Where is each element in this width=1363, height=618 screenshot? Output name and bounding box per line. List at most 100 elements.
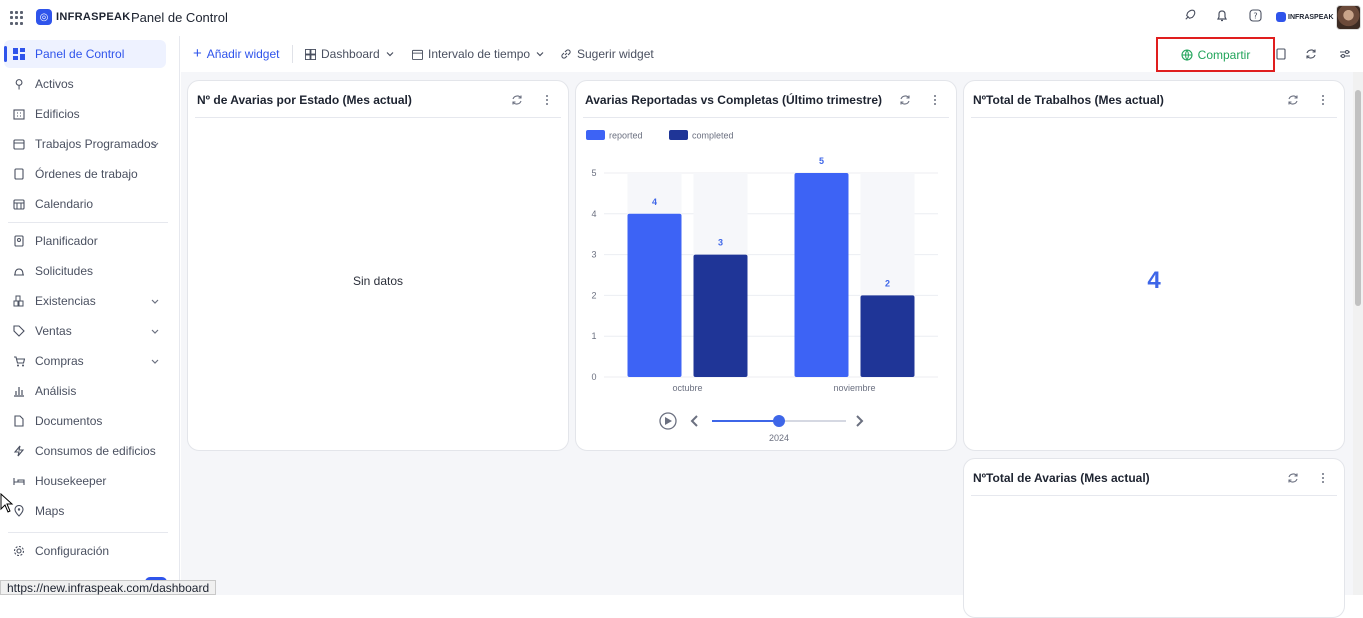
widget-divider <box>583 117 949 118</box>
data-label: 4 <box>652 197 657 207</box>
y-tick-label: 3 <box>591 250 596 260</box>
page-scrollbar[interactable] <box>1353 72 1363 595</box>
sidebar-item-solicitudes[interactable]: Solicitudes <box>4 257 166 285</box>
mouse-cursor-icon <box>0 493 14 513</box>
refresh-icon[interactable] <box>1286 471 1300 485</box>
tag-icon <box>12 324 26 338</box>
bar <box>627 213 682 377</box>
cart-icon <box>12 354 26 368</box>
empty-state-text: Sin datos <box>352 274 404 288</box>
y-tick-label: 4 <box>591 209 596 219</box>
dashboard-canvas: Nº de Avarias por Estado (Mes actual) Si… <box>181 72 1353 618</box>
scrollbar-thumb[interactable] <box>1355 90 1361 306</box>
sidebar-item-analisis[interactable]: Análisis <box>4 377 166 405</box>
x-tick-label: octubre <box>672 383 702 393</box>
bar <box>693 254 748 377</box>
refresh-icon[interactable] <box>1286 93 1300 107</box>
planner-icon <box>12 234 26 248</box>
brand-name: INFRASPEAK <box>56 11 131 23</box>
time-interval-label: Intervalo de tiempo <box>428 47 531 61</box>
link-icon <box>561 49 571 59</box>
sidebar-item-trabajos-programados[interactable]: Trabajos Programados <box>4 130 166 158</box>
sidebar-item-ventas[interactable]: Ventas <box>4 317 166 345</box>
refresh-icon[interactable] <box>898 93 912 107</box>
sidebar-item-label: Documentos <box>35 414 103 428</box>
top-bar: ◎ INFRASPEAK Panel de Control <box>0 0 1363 36</box>
sidebar-item-label: Activos <box>35 77 74 91</box>
play-triangle <box>665 417 672 425</box>
legend-label: reported <box>609 131 643 141</box>
fullscreen-icon[interactable] <box>1274 47 1288 61</box>
widget-avarias-reportadas-vs-completas: Avarias Reportadas vs Completas (Último … <box>575 80 957 451</box>
more-vertical-icon[interactable] <box>928 93 942 107</box>
sidebar-item-label: Solicitudes <box>35 264 94 278</box>
sidebar-item-compras[interactable]: Compras <box>4 347 166 375</box>
play-icon <box>659 412 677 430</box>
sidebar-item-label: Configuración <box>35 544 110 558</box>
widget-title: NºTotal de Trabalhos (Mes actual) <box>973 93 1164 107</box>
dashboard-icon <box>12 47 26 61</box>
time-interval-dropdown[interactable]: Intervalo de tiempo <box>412 44 545 64</box>
account-brand[interactable]: INFRASPEAK <box>1276 12 1334 22</box>
clipboard-icon <box>12 167 26 181</box>
share-button[interactable]: Compartir <box>1156 37 1275 72</box>
bell-icon[interactable] <box>1215 8 1229 22</box>
sidebar-item-label: Consumos de edificios <box>35 444 156 458</box>
sidebar-item-edificios[interactable]: Edificios <box>4 100 166 128</box>
sidebar-item-panel-de-control[interactable]: Panel de Control <box>4 40 166 68</box>
dashboard-dropdown[interactable]: Dashboard <box>305 44 395 64</box>
sidebar-item-consumos[interactable]: Consumos de edificios <box>4 437 166 465</box>
widget-divider <box>971 495 1337 496</box>
legend-swatch <box>669 130 688 140</box>
timeline-handle <box>773 415 785 427</box>
sidebar-item-label: Análisis <box>35 384 77 398</box>
chevron-down-icon <box>151 142 159 147</box>
globe-icon <box>1181 48 1193 61</box>
sidebar-item-housekeeper[interactable]: Housekeeper <box>4 467 166 495</box>
sidebar-item-maps[interactable]: Maps <box>4 497 166 525</box>
refresh-icon[interactable] <box>1304 47 1318 61</box>
data-label: 3 <box>718 238 723 248</box>
refresh-icon[interactable] <box>510 93 524 107</box>
svg-text:?: ? <box>1253 11 1257 20</box>
rocket-icon[interactable] <box>1182 8 1196 22</box>
share-label: Compartir <box>1197 47 1251 62</box>
calendar-icon <box>412 49 423 60</box>
brand-logo-icon: ◎ <box>36 9 52 25</box>
suggest-widget-label: Sugerir widget <box>577 47 654 61</box>
user-avatar[interactable] <box>1336 5 1361 30</box>
add-widget-label: Añadir widget <box>206 47 280 61</box>
map-pin-icon <box>12 504 26 518</box>
sidebar-item-label: Compras <box>35 354 84 368</box>
settings-sliders-icon[interactable] <box>1338 47 1352 61</box>
widget-total-trabalhos: NºTotal de Trabalhos (Mes actual) 4 <box>963 80 1345 451</box>
legend-swatch <box>586 130 605 140</box>
brand-logo[interactable]: ◎ INFRASPEAK <box>36 9 131 25</box>
bar <box>860 295 915 377</box>
assets-icon: ⚲ <box>14 77 24 91</box>
chevron-down-icon <box>151 329 159 334</box>
help-icon[interactable]: ? <box>1248 8 1262 22</box>
more-vertical-icon[interactable] <box>1316 93 1330 107</box>
sidebar-item-calendario[interactable]: Calendario <box>4 190 166 218</box>
stock-icon <box>12 294 26 308</box>
widget-divider <box>195 117 561 118</box>
bar-chart: reported completed 0 1 2 3 4 5 4 3 octubre 5 2 noviem… <box>586 130 938 443</box>
suggest-widget-button[interactable]: Sugerir widget <box>560 44 654 64</box>
sidebar-item-configuracion[interactable]: Configuración <box>4 537 166 565</box>
building-icon <box>12 107 26 121</box>
x-tick-label: noviembre <box>833 383 875 393</box>
more-vertical-icon[interactable] <box>1316 471 1330 485</box>
sidebar-item-label: Housekeeper <box>35 474 107 488</box>
sidebar-item-documentos[interactable]: Documentos <box>4 407 166 435</box>
add-widget-button[interactable]: + Añadir widget <box>193 44 279 64</box>
sidebar-item-activos[interactable]: ⚲ Activos <box>4 70 166 98</box>
sidebar-item-label: Edificios <box>35 107 80 121</box>
apps-grid-icon[interactable] <box>10 11 24 25</box>
sidebar-item-label: Calendario <box>35 197 94 211</box>
sidebar-item-existencias[interactable]: Existencias <box>4 287 166 315</box>
sidebar-item-ordenes-de-trabajo[interactable]: Órdenes de trabajo <box>4 160 166 188</box>
more-vertical-icon[interactable] <box>540 93 554 107</box>
toolbar-separator <box>292 45 293 63</box>
sidebar-item-planificador[interactable]: Planificador <box>4 227 166 255</box>
